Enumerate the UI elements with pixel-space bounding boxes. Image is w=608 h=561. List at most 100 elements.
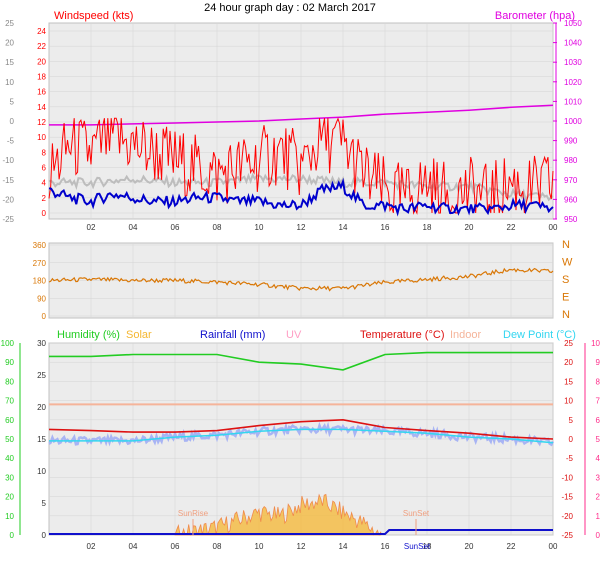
baro-tick: 990 (564, 137, 578, 146)
rain-tick: 0 (42, 531, 47, 540)
x-tick: 12 (297, 223, 306, 232)
temp-tick: 5 (569, 416, 574, 425)
wind-x-ticks: 02 04 06 08 10 12 14 16 18 20 22 00 (87, 223, 558, 232)
wind-tick: 8 (42, 148, 47, 157)
wind-outer-tick: -20 (2, 195, 14, 204)
humidity-tick: 90 (5, 358, 14, 367)
temp-tick: 15 (564, 377, 573, 386)
direction-grid (49, 243, 554, 318)
x-tick: 02 (87, 542, 96, 551)
chart-title: 24 hour graph day : 02 March 2017 (204, 2, 376, 14)
x-tick: 00 (549, 542, 558, 551)
rain-tick: 30 (37, 339, 46, 348)
rain-tick: 5 (42, 499, 47, 508)
baro-tick: 970 (564, 176, 578, 185)
temp-tick: 10 (564, 397, 573, 406)
x-tick: 02 (87, 223, 96, 232)
x-tick: 20 (465, 223, 474, 232)
wind-axis-label: Windspeed (kts) (54, 10, 133, 22)
humidity-tick: 40 (5, 454, 14, 463)
baro-ticks: 1050 1040 1030 1020 1010 1000 990 980 970 960 950 (553, 19, 582, 224)
temp-left-ticks: 30 25 20 15 10 5 0 (37, 339, 46, 540)
humidity-tick: 100 (1, 339, 15, 348)
uv-tick: 2 (596, 493, 601, 502)
humidity-tick: 80 (5, 377, 14, 386)
wind-outer-ticks: 25 20 15 10 5 0 -5 -10 -15 -20 -25 (2, 19, 14, 224)
legend-item: UV (286, 329, 302, 341)
baro-tick: 1000 (564, 117, 582, 126)
humidity-tick: 20 (5, 493, 14, 502)
sunset-axis-label: SunSet (404, 542, 431, 551)
x-tick: 08 (213, 223, 222, 232)
wind-outer-tick: -25 (2, 215, 14, 224)
baro-tick: 950 (564, 215, 578, 224)
wind-tick: 0 (42, 209, 47, 218)
baro-tick: 1010 (564, 97, 582, 106)
uv-tick: 0 (596, 531, 601, 540)
temp-legend: Humidity (%) Solar Rainfall (mm) UV Temperat… (57, 329, 576, 341)
barometer-line (49, 104, 554, 126)
dewpoint-line (49, 428, 554, 444)
uv-tick: 10 (591, 339, 600, 348)
baro-tick: 1030 (564, 58, 582, 67)
wind-tick: 6 (42, 164, 47, 173)
direction-series (48, 267, 554, 292)
x-tick: 04 (129, 223, 138, 232)
wind-outer-tick: 15 (5, 58, 14, 67)
temp-x-ticks: 02 04 06 08 10 12 14 16 18 20 22 00 (87, 542, 558, 551)
compass-label: N (562, 239, 570, 251)
humidity-tick: 60 (5, 416, 14, 425)
legend-item: Indoor (450, 329, 482, 341)
direction-line (48, 267, 554, 292)
wind-outer-tick: 25 (5, 19, 14, 28)
baro-tick: 1020 (564, 78, 582, 87)
x-tick: 16 (381, 223, 390, 232)
x-tick: 06 (171, 223, 180, 232)
x-tick: 08 (213, 542, 222, 551)
baro-tick: 980 (564, 156, 578, 165)
uv-tick: 6 (596, 416, 601, 425)
wind-grid (49, 23, 554, 219)
humidity-tick: 30 (5, 473, 14, 482)
humidity-tick: 0 (10, 531, 15, 540)
x-tick: 00 (549, 223, 558, 232)
sun-annotations: SunRise SunSet SunSet (178, 509, 431, 551)
uv-tick: 4 (596, 454, 601, 463)
rainfall-line (49, 529, 553, 535)
humidity-tick: 50 (5, 435, 14, 444)
wind-outer-tick: 20 (5, 39, 14, 48)
direction-tick: 360 (33, 241, 47, 250)
baro-axis-label: Barometer (hpa) (495, 10, 575, 22)
legend-item: Dew Point (°C) (503, 329, 576, 341)
wind-gust-line (48, 117, 554, 215)
solar-area (174, 493, 382, 536)
temp-tick: 20 (564, 358, 573, 367)
wind-outer-tick: 10 (5, 78, 14, 87)
direction-ticks: 360 270 180 90 0 (33, 241, 47, 321)
temp-tick: -15 (561, 493, 573, 502)
legend-item: Temperature (°C) (360, 329, 444, 341)
wind-tick: 4 (42, 179, 47, 188)
wind-outer-tick: -5 (7, 137, 15, 146)
compass-label: E (562, 292, 569, 304)
baro-tick: 960 (564, 195, 578, 204)
direction-tick: 90 (37, 294, 46, 303)
uv-tick: 8 (596, 377, 601, 386)
sunset-label: SunSet (403, 509, 430, 518)
humidity-tick: 70 (5, 397, 14, 406)
uv-tick: 3 (596, 473, 601, 482)
x-tick: 18 (423, 542, 432, 551)
wind-outer-tick: 5 (10, 97, 15, 106)
compass-label: N (562, 309, 570, 321)
temp-tick: -25 (561, 531, 573, 540)
x-tick: 14 (339, 542, 348, 551)
legend-item: Rainfall (mm) (200, 329, 265, 341)
direction-tick: 0 (42, 312, 47, 321)
x-tick: 18 (423, 223, 432, 232)
wind-tick: 24 (37, 27, 46, 36)
x-tick: 22 (507, 542, 516, 551)
